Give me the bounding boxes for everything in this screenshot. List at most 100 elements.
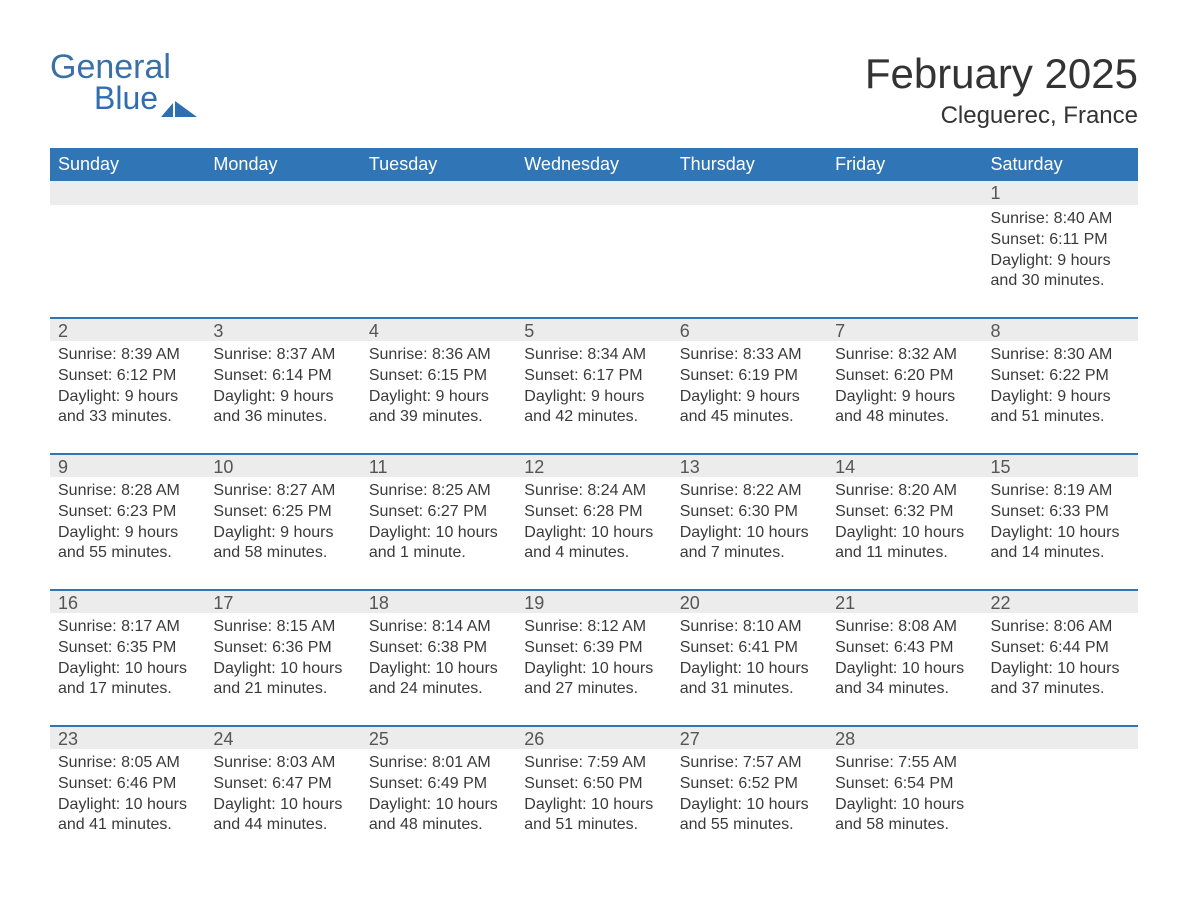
day-d2: and 24 minutes. [369, 679, 508, 700]
day-number [50, 181, 205, 205]
day-body: Sunrise: 8:37 AMSunset: 6:14 PMDaylight:… [205, 341, 360, 436]
calendar-cell: 12Sunrise: 8:24 AMSunset: 6:28 PMDayligh… [516, 453, 671, 589]
day-body: Sunrise: 8:06 AMSunset: 6:44 PMDaylight:… [983, 613, 1138, 708]
calendar-table: SundayMondayTuesdayWednesdayThursdayFrid… [50, 148, 1138, 861]
title-block: February 2025 Cleguerec, France [865, 50, 1138, 130]
day-sunrise: Sunrise: 7:57 AM [680, 753, 819, 774]
calendar-cell: 8Sunrise: 8:30 AMSunset: 6:22 PMDaylight… [983, 317, 1138, 453]
day-d2: and 58 minutes. [835, 815, 974, 836]
day-d1: Daylight: 10 hours [524, 795, 663, 816]
day-sunset: Sunset: 6:11 PM [991, 230, 1130, 251]
day-d2: and 14 minutes. [991, 543, 1130, 564]
day-d1: Daylight: 9 hours [369, 387, 508, 408]
day-d2: and 21 minutes. [213, 679, 352, 700]
day-number: 5 [516, 317, 671, 341]
day-sunset: Sunset: 6:30 PM [680, 502, 819, 523]
day-body: Sunrise: 8:19 AMSunset: 6:33 PMDaylight:… [983, 477, 1138, 572]
calendar-cell: 23Sunrise: 8:05 AMSunset: 6:46 PMDayligh… [50, 725, 205, 861]
day-d2: and 36 minutes. [213, 407, 352, 428]
day-sunset: Sunset: 6:49 PM [369, 774, 508, 795]
day-body [50, 205, 205, 217]
day-d2: and 11 minutes. [835, 543, 974, 564]
day-sunset: Sunset: 6:47 PM [213, 774, 352, 795]
day-d1: Daylight: 10 hours [524, 523, 663, 544]
day-sunset: Sunset: 6:44 PM [991, 638, 1130, 659]
day-sunset: Sunset: 6:23 PM [58, 502, 197, 523]
calendar-cell: 24Sunrise: 8:03 AMSunset: 6:47 PMDayligh… [205, 725, 360, 861]
day-sunrise: Sunrise: 8:37 AM [213, 345, 352, 366]
calendar-cell [361, 181, 516, 317]
day-body: Sunrise: 8:36 AMSunset: 6:15 PMDaylight:… [361, 341, 516, 436]
day-number: 10 [205, 453, 360, 477]
day-number: 13 [672, 453, 827, 477]
day-d1: Daylight: 10 hours [213, 659, 352, 680]
day-d1: Daylight: 10 hours [369, 659, 508, 680]
day-d1: Daylight: 9 hours [213, 387, 352, 408]
day-sunset: Sunset: 6:36 PM [213, 638, 352, 659]
day-d2: and 55 minutes. [680, 815, 819, 836]
day-number: 18 [361, 589, 516, 613]
day-body [516, 205, 671, 217]
calendar-cell: 28Sunrise: 7:55 AMSunset: 6:54 PMDayligh… [827, 725, 982, 861]
calendar-cell: 18Sunrise: 8:14 AMSunset: 6:38 PMDayligh… [361, 589, 516, 725]
day-d2: and 45 minutes. [680, 407, 819, 428]
calendar-week: 1Sunrise: 8:40 AMSunset: 6:11 PMDaylight… [50, 181, 1138, 317]
day-d1: Daylight: 10 hours [58, 659, 197, 680]
day-number: 12 [516, 453, 671, 477]
calendar-cell: 15Sunrise: 8:19 AMSunset: 6:33 PMDayligh… [983, 453, 1138, 589]
day-body: Sunrise: 8:25 AMSunset: 6:27 PMDaylight:… [361, 477, 516, 572]
calendar-cell [50, 181, 205, 317]
day-body: Sunrise: 8:20 AMSunset: 6:32 PMDaylight:… [827, 477, 982, 572]
logo-blue: Blue [94, 80, 158, 117]
calendar-cell: 20Sunrise: 8:10 AMSunset: 6:41 PMDayligh… [672, 589, 827, 725]
day-number: 2 [50, 317, 205, 341]
calendar-cell: 3Sunrise: 8:37 AMSunset: 6:14 PMDaylight… [205, 317, 360, 453]
day-d1: Daylight: 10 hours [835, 795, 974, 816]
day-d1: Daylight: 10 hours [213, 795, 352, 816]
header: General Blue February 2025 Cleguerec, Fr… [50, 50, 1138, 130]
day-sunset: Sunset: 6:15 PM [369, 366, 508, 387]
day-sunrise: Sunrise: 8:03 AM [213, 753, 352, 774]
day-d2: and 58 minutes. [213, 543, 352, 564]
day-sunrise: Sunrise: 8:10 AM [680, 617, 819, 638]
day-number: 25 [361, 725, 516, 749]
day-body: Sunrise: 8:03 AMSunset: 6:47 PMDaylight:… [205, 749, 360, 844]
calendar-cell: 14Sunrise: 8:20 AMSunset: 6:32 PMDayligh… [827, 453, 982, 589]
day-body: Sunrise: 8:08 AMSunset: 6:43 PMDaylight:… [827, 613, 982, 708]
day-d1: Daylight: 10 hours [524, 659, 663, 680]
day-d1: Daylight: 9 hours [58, 387, 197, 408]
day-sunrise: Sunrise: 8:33 AM [680, 345, 819, 366]
day-number: 7 [827, 317, 982, 341]
day-number: 23 [50, 725, 205, 749]
day-body: Sunrise: 8:34 AMSunset: 6:17 PMDaylight:… [516, 341, 671, 436]
day-sunrise: Sunrise: 8:32 AM [835, 345, 974, 366]
day-sunrise: Sunrise: 8:19 AM [991, 481, 1130, 502]
calendar-cell: 10Sunrise: 8:27 AMSunset: 6:25 PMDayligh… [205, 453, 360, 589]
day-d2: and 27 minutes. [524, 679, 663, 700]
day-number [205, 181, 360, 205]
day-sunrise: Sunrise: 8:14 AM [369, 617, 508, 638]
calendar-cell: 19Sunrise: 8:12 AMSunset: 6:39 PMDayligh… [516, 589, 671, 725]
day-body: Sunrise: 8:14 AMSunset: 6:38 PMDaylight:… [361, 613, 516, 708]
day-number [827, 181, 982, 205]
day-d1: Daylight: 10 hours [835, 523, 974, 544]
calendar-cell: 5Sunrise: 8:34 AMSunset: 6:17 PMDaylight… [516, 317, 671, 453]
weekday-header: Friday [827, 148, 982, 181]
day-sunrise: Sunrise: 8:24 AM [524, 481, 663, 502]
day-sunrise: Sunrise: 8:34 AM [524, 345, 663, 366]
day-d2: and 31 minutes. [680, 679, 819, 700]
day-sunrise: Sunrise: 8:06 AM [991, 617, 1130, 638]
day-d2: and 44 minutes. [213, 815, 352, 836]
day-d2: and 48 minutes. [369, 815, 508, 836]
day-body: Sunrise: 8:01 AMSunset: 6:49 PMDaylight:… [361, 749, 516, 844]
day-body: Sunrise: 8:40 AMSunset: 6:11 PMDaylight:… [983, 205, 1138, 300]
day-number: 1 [983, 181, 1138, 205]
day-d1: Daylight: 10 hours [58, 795, 197, 816]
day-d1: Daylight: 10 hours [680, 795, 819, 816]
day-number: 17 [205, 589, 360, 613]
day-sunset: Sunset: 6:38 PM [369, 638, 508, 659]
day-d1: Daylight: 9 hours [991, 387, 1130, 408]
calendar-cell: 17Sunrise: 8:15 AMSunset: 6:36 PMDayligh… [205, 589, 360, 725]
day-body: Sunrise: 7:59 AMSunset: 6:50 PMDaylight:… [516, 749, 671, 844]
day-sunrise: Sunrise: 7:59 AM [524, 753, 663, 774]
